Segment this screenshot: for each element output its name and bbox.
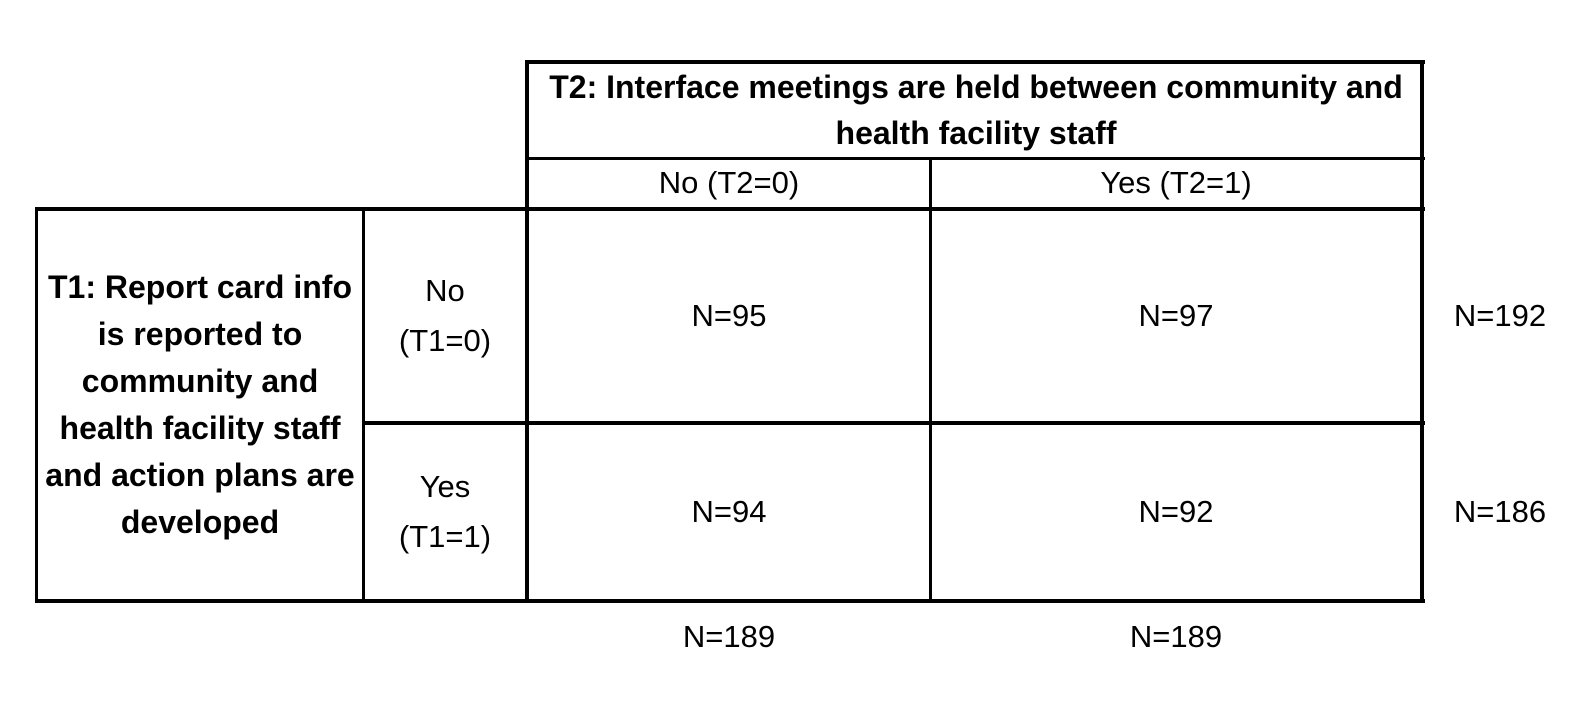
cell-t1no-t2yes: N=97 xyxy=(1138,297,1214,333)
grid-line xyxy=(929,157,932,603)
grid-line xyxy=(527,157,1425,160)
grid-line xyxy=(1420,60,1424,603)
grid-line xyxy=(362,207,365,603)
grid-line xyxy=(363,421,1425,425)
row-total-t1no: N=192 xyxy=(1453,297,1547,333)
col-total-t2yes: N=189 xyxy=(1129,618,1223,654)
grid-line xyxy=(35,207,1425,211)
t1-title: T1: Report card info is reported to comm… xyxy=(45,269,355,540)
grid-line xyxy=(35,599,1425,603)
t1-yes-label: Yes (T1=1) xyxy=(398,469,492,554)
cell-t1yes-t2yes: N=92 xyxy=(1138,493,1214,529)
col-total-t2no: N=189 xyxy=(682,618,776,654)
cell-t1yes-t2no: N=94 xyxy=(691,493,767,529)
row-total-t1yes: N=186 xyxy=(1453,493,1547,529)
grid-line xyxy=(525,60,529,603)
grid-line xyxy=(527,60,1425,64)
t1-no-label: No (T1=0) xyxy=(398,273,492,358)
cell-t1no-t2no: N=95 xyxy=(691,297,767,333)
grid-line xyxy=(35,207,38,603)
t2-yes-label: Yes (T2=1) xyxy=(1100,165,1252,201)
t2-no-label: No (T2=0) xyxy=(658,165,800,201)
t2-title: T2: Interface meetings are held between … xyxy=(549,69,1403,151)
